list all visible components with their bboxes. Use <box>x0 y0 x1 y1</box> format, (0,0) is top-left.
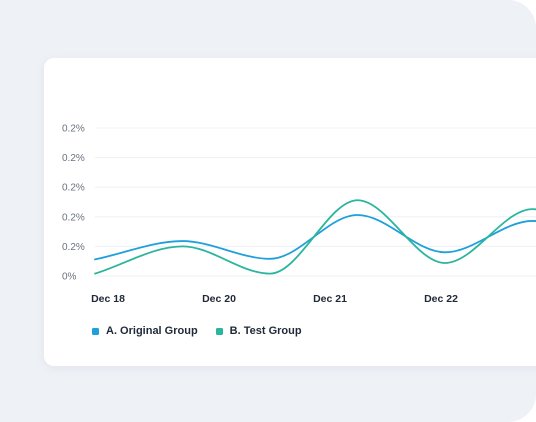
legend-label-a: A. Original Group <box>106 325 198 337</box>
series-line-original-group[interactable] <box>94 214 536 261</box>
legend-swatch-b <box>215 327 223 335</box>
y-tick-label: 0.2% <box>62 183 85 194</box>
legend-label-b: B. Test Group <box>229 325 302 337</box>
legend: A. Original Group B. Test Group <box>92 325 302 337</box>
y-tick-label: 0.2% <box>62 212 85 223</box>
gridlines <box>95 127 536 277</box>
x-tick-label: Dec 22 <box>424 293 458 305</box>
legend-item-a[interactable]: A. Original Group <box>92 325 198 337</box>
series-lines <box>94 199 536 275</box>
y-tick-label: 0.2% <box>62 242 85 253</box>
y-tick-label: 0.2% <box>62 153 85 164</box>
x-tick-label: Dec 20 <box>202 293 236 305</box>
legend-swatch-a <box>92 327 99 335</box>
y-tick-label: 0.2% <box>62 124 85 135</box>
x-tick-label: Dec 18 <box>91 293 125 305</box>
legend-item-b[interactable]: B. Test Group <box>215 325 302 337</box>
y-axis-ticks: 0% 0.2% 0.2% 0.2% 0.2% 0.2% <box>62 124 85 283</box>
series-line-test-group[interactable] <box>94 199 536 275</box>
x-tick-label: Dec 21 <box>313 293 347 305</box>
x-axis-ticks: Dec 18 Dec 20 Dec 21 Dec 22 <box>91 293 458 305</box>
y-tick-label: 0% <box>62 272 77 283</box>
chart-card <box>44 58 536 366</box>
